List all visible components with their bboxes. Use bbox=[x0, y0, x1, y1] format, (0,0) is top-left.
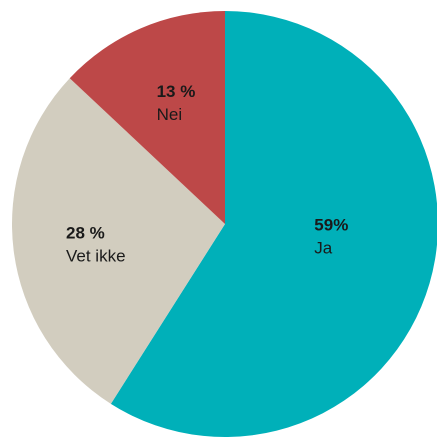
labels-layer: 59% Ja 28 % Vet ikke 13 % Nei bbox=[66, 82, 348, 266]
slices-layer bbox=[12, 11, 437, 437]
pie-label-vet-ikke: 28 % Vet ikke bbox=[66, 224, 126, 266]
pie-label-ja: 59% Ja bbox=[314, 216, 348, 258]
pie-category-label: Ja bbox=[314, 239, 333, 258]
pie-value-label: 13 % bbox=[157, 82, 196, 101]
pie-category-label: Vet ikke bbox=[66, 247, 126, 266]
pie-value-label: 28 % bbox=[66, 224, 105, 243]
pie-label-nei: 13 % Nei bbox=[157, 82, 196, 124]
pie-slice-nei bbox=[69, 11, 225, 224]
pie-category-label: Nei bbox=[157, 105, 183, 124]
pie-slice-ja bbox=[110, 11, 437, 437]
pie-value-label: 59% bbox=[314, 216, 348, 235]
pie-slice-vet-ikke bbox=[12, 78, 226, 404]
